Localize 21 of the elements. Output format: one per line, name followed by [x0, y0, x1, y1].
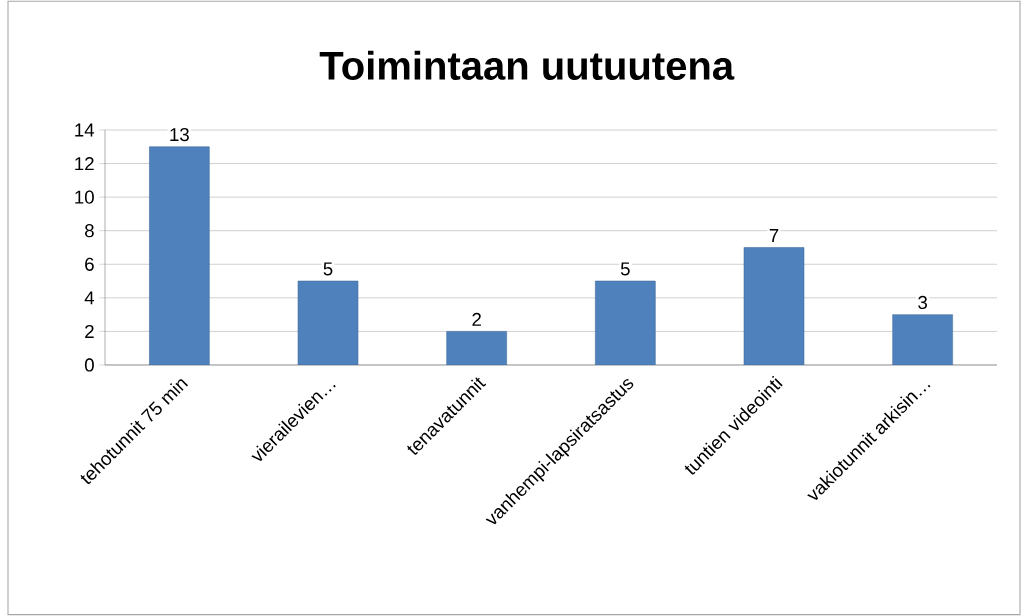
- data-label: 5: [620, 262, 630, 276]
- y-tick-label: 4: [84, 291, 95, 305]
- y-tick-label: 8: [85, 224, 94, 238]
- y-tick-label: 6: [85, 257, 94, 271]
- bar: [297, 280, 359, 365]
- y-tick-label: 2: [85, 324, 94, 338]
- data-label: 5: [323, 262, 333, 276]
- data-label: 7: [769, 229, 779, 242]
- data-label: 2: [472, 312, 481, 326]
- bar: [595, 280, 656, 365]
- data-label: 3: [918, 295, 928, 310]
- bar: [446, 331, 507, 365]
- bar: [149, 146, 210, 365]
- y-tick-label: 14: [75, 123, 95, 137]
- bar: [743, 247, 805, 365]
- chart-title: Toimintaan uutuutena: [319, 50, 735, 81]
- y-tick-label: 12: [75, 157, 94, 171]
- y-tick-label: 10: [75, 190, 94, 204]
- bar: [892, 314, 953, 365]
- data-label: 13: [170, 127, 189, 142]
- y-tick-label: 0: [84, 358, 94, 372]
